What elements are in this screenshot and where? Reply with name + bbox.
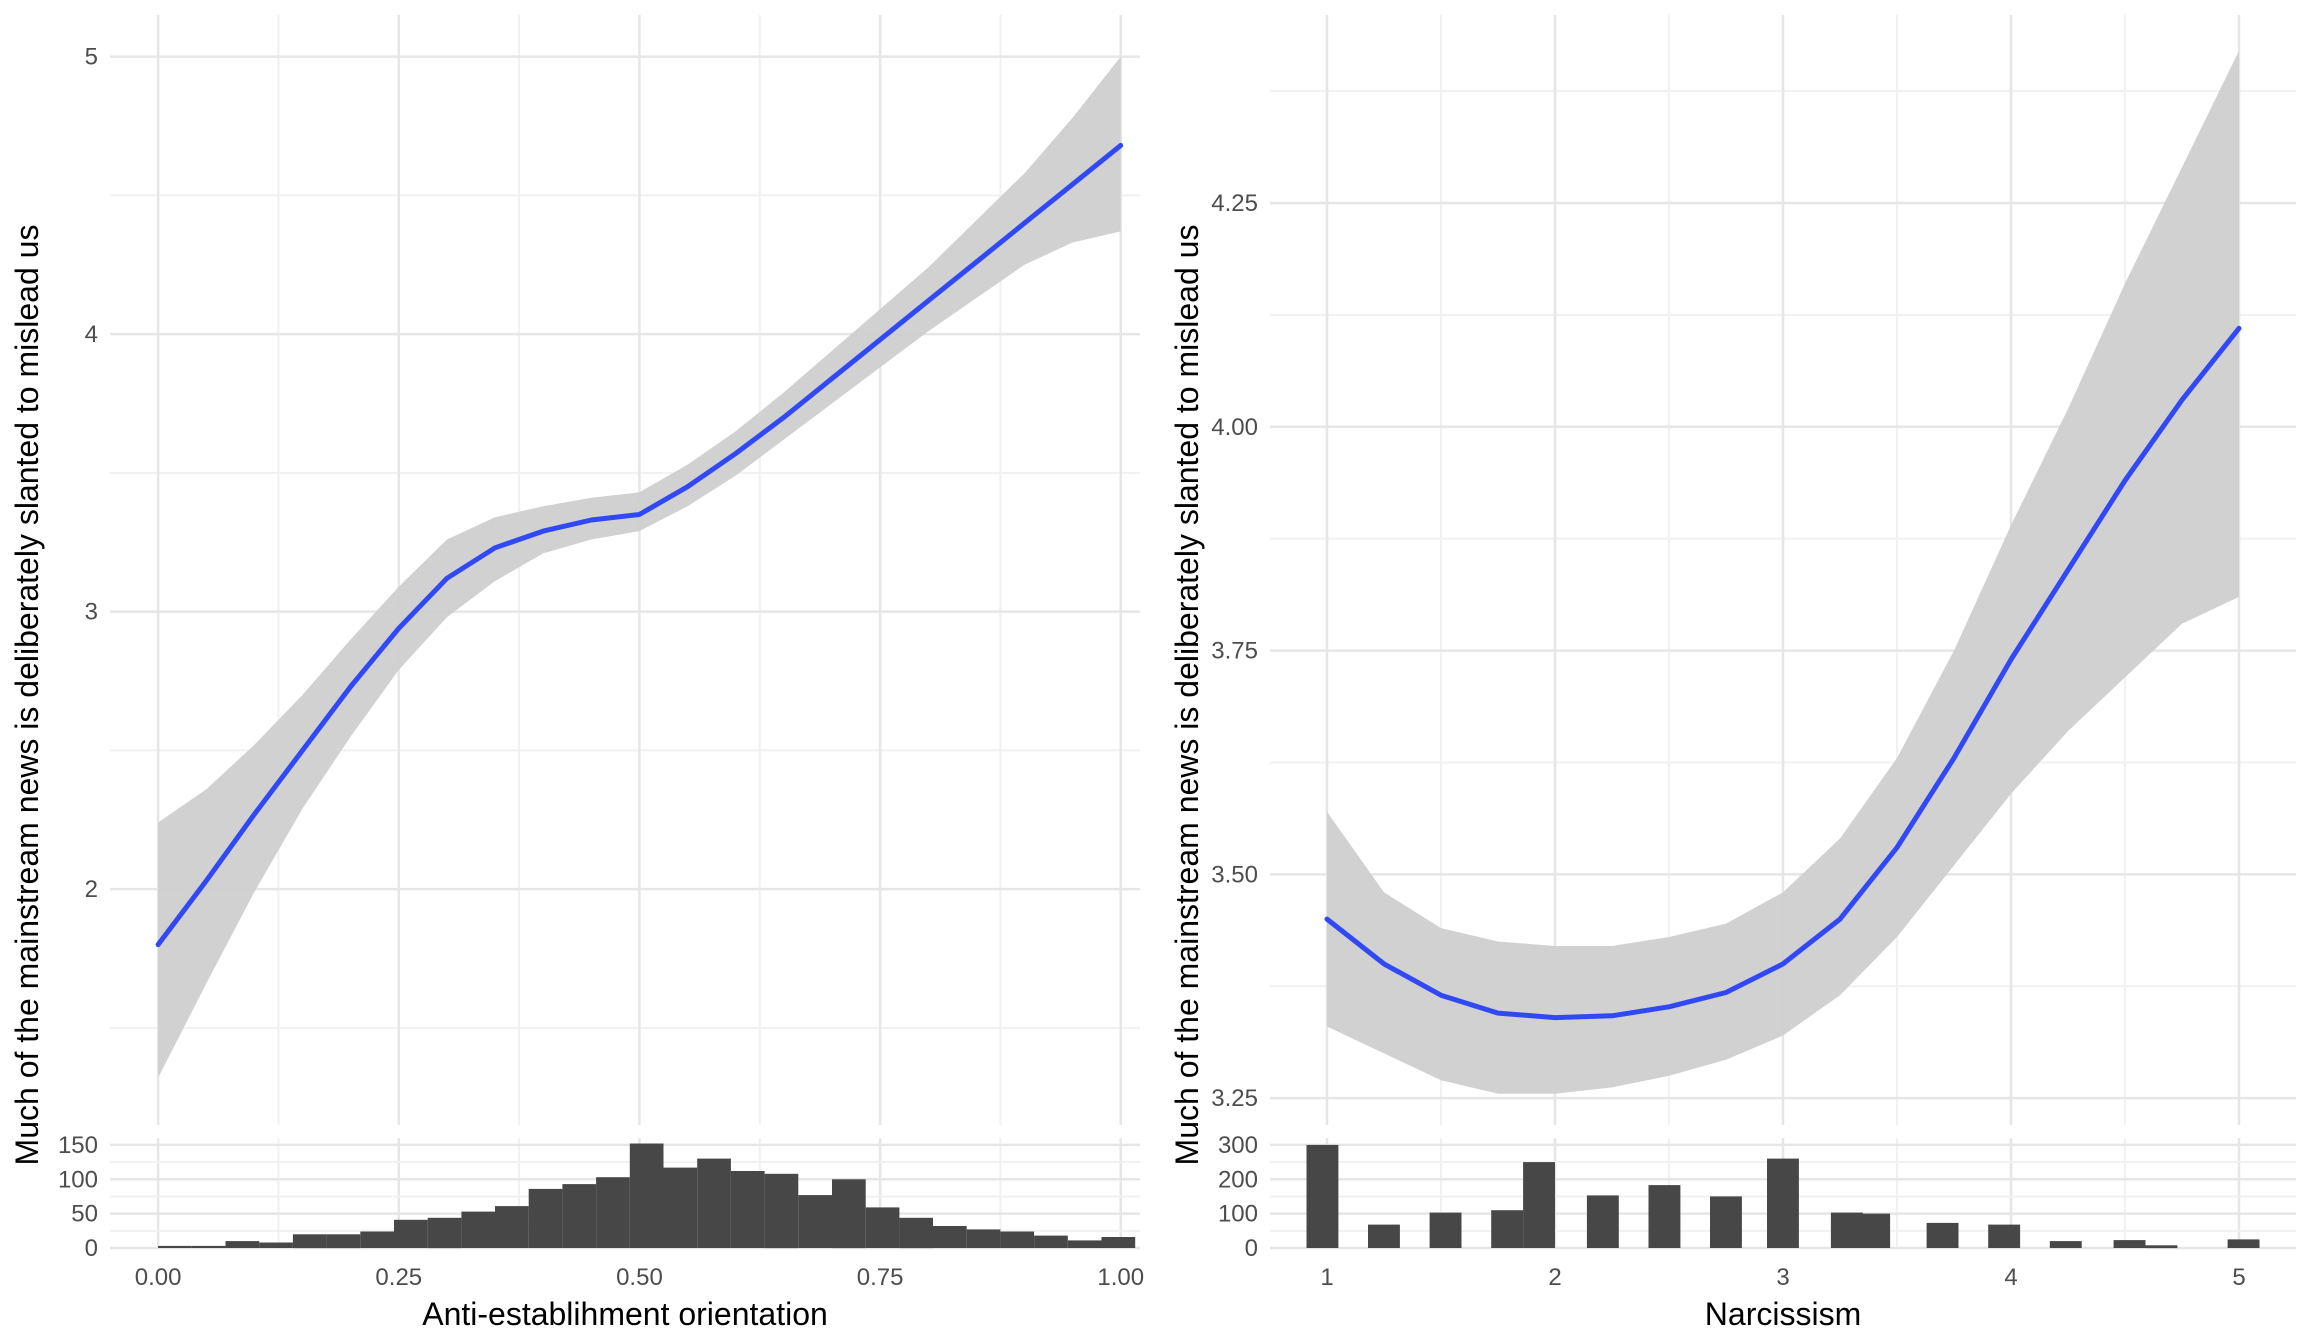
left-histogram-bar: [933, 1226, 967, 1248]
right-x-tick-label: 4: [2004, 1264, 2017, 1291]
left-histogram-bar: [697, 1158, 731, 1248]
left-x-tick-labels: 0.00 0.25 0.50 0.75 1.00: [135, 1264, 1144, 1291]
left-histogram-bar: [225, 1241, 260, 1248]
left-x-tick-label: 1.00: [1097, 1264, 1144, 1291]
right-histogram-bar: [1926, 1222, 1959, 1248]
left-histogram-bar: [798, 1195, 832, 1248]
left-x-tick-label: 0.75: [857, 1264, 904, 1291]
right-x-tick-label: 1: [1320, 1264, 1333, 1291]
left-histogram-bar: [1034, 1235, 1068, 1248]
left-panel: 2 3 4 5 0 50 100 150 0.00 0.25 0.50 0.75 1.00 Anti…: [9, 15, 1144, 1332]
left-y-tick-label: 3: [85, 599, 98, 626]
left-smooth-line: [155, 142, 1124, 948]
left-y-axis-title: Much of the mainstream news is deliberat…: [9, 225, 45, 1166]
left-histogram-bar: [528, 1188, 563, 1248]
left-histogram-bar: [461, 1211, 496, 1248]
left-histogram-bar: [326, 1234, 361, 1249]
right-histogram-bar: [1710, 1196, 1742, 1248]
right-x-tick-label: 5: [2232, 1264, 2245, 1291]
right-x-tick-label: 3: [1776, 1264, 1789, 1291]
left-hist-y-tick-label: 50: [71, 1201, 98, 1228]
right-histogram-bar: [1523, 1162, 1555, 1248]
right-histogram-bar: [1586, 1195, 1619, 1248]
left-y-tick-label: 4: [85, 321, 98, 348]
left-histogram-bar: [360, 1231, 394, 1248]
right-x-axis-title: Narcissism: [1705, 1296, 1861, 1332]
right-histogram-bar: [2227, 1239, 2260, 1248]
right-hist-y-tick-label: 200: [1218, 1166, 1258, 1193]
right-hist-y-tick-label: 300: [1218, 1132, 1258, 1159]
right-histogram-bar: [1988, 1224, 2021, 1248]
left-histogram-bar: [865, 1207, 900, 1248]
left-histogram-bar: [394, 1219, 428, 1248]
right-x-tick-label: 2: [1548, 1264, 1561, 1291]
right-histogram-bar: [1858, 1213, 1891, 1248]
left-x-tick-label: 0.25: [375, 1264, 422, 1291]
left-histogram-bar: [764, 1173, 799, 1249]
right-y-tick-labels: 3.25 3.50 3.75 4.00 4.25: [1211, 190, 1258, 1112]
left-histogram-bar: [1067, 1240, 1102, 1248]
right-hist-y-tick-labels: 0 100 200 300: [1218, 1132, 1258, 1262]
left-hist-y-tick-label: 150: [58, 1132, 98, 1159]
left-x-tick-label: 0.00: [135, 1264, 182, 1291]
right-y-tick-label: 3.75: [1211, 638, 1258, 665]
right-histogram-bar: [2049, 1241, 2082, 1248]
left-y-tick-label: 5: [85, 44, 98, 71]
left-histogram-bar: [899, 1217, 933, 1249]
left-histogram-bar: [259, 1242, 293, 1248]
right-histogram-bar: [1429, 1212, 1462, 1248]
left-histogram-bar: [562, 1184, 597, 1248]
left-main-grid: [110, 15, 1140, 1125]
left-histogram-bars: [158, 1143, 1136, 1249]
right-y-axis-title: Much of the mainstream news is deliberat…: [1169, 225, 1205, 1166]
left-histogram-bar: [292, 1234, 327, 1249]
left-hist-y-tick-labels: 0 50 100 150: [58, 1132, 98, 1262]
right-histogram-bar: [1648, 1185, 1681, 1248]
left-histogram-bar: [966, 1229, 1001, 1248]
left-histogram-bar: [1101, 1237, 1136, 1248]
right-y-tick-label: 4.00: [1211, 414, 1258, 441]
left-confidence-band: [158, 56, 1121, 1078]
right-y-tick-label: 3.50: [1211, 861, 1258, 888]
left-x-tick-label: 0.50: [616, 1264, 663, 1291]
right-confidence-band: [1327, 50, 2239, 1094]
right-hist-y-tick-label: 100: [1218, 1201, 1258, 1228]
left-histogram-bar: [191, 1245, 226, 1248]
right-histogram-bar: [1306, 1144, 1339, 1248]
left-histogram-bar: [495, 1206, 529, 1248]
right-histogram-bar: [2145, 1245, 2178, 1249]
right-histogram-bar: [2113, 1240, 2146, 1248]
left-histogram-bar: [596, 1177, 630, 1248]
left-x-axis-title: Anti-establihment orientation: [422, 1296, 828, 1332]
right-hist-y-tick-label: 0: [1245, 1235, 1258, 1262]
right-histogram-bars: [1306, 1144, 2260, 1249]
right-x-tick-labels: 1 2 3 4 5: [1320, 1264, 2245, 1291]
left-hist-y-tick-label: 100: [58, 1166, 98, 1193]
left-y-tick-label: 2: [85, 876, 98, 903]
right-histogram-bar: [1830, 1212, 1863, 1248]
left-y-tick-labels: 2 3 4 5: [85, 44, 98, 904]
left-histogram-bar: [427, 1217, 462, 1249]
left-histogram-bar: [730, 1171, 765, 1248]
right-histogram-bar: [1368, 1224, 1400, 1248]
right-y-tick-label: 4.25: [1211, 190, 1258, 217]
right-smooth-line: [1324, 325, 2242, 1021]
right-histogram-bar: [1767, 1158, 1799, 1248]
left-hist-y-tick-label: 0: [85, 1235, 98, 1262]
left-histogram-bar: [663, 1167, 698, 1248]
left-histogram-bar: [629, 1143, 664, 1248]
right-histogram-bar: [1491, 1210, 1524, 1248]
left-histogram-bar: [832, 1179, 866, 1249]
right-y-tick-label: 3.25: [1211, 1085, 1258, 1112]
left-histogram-bar: [1000, 1231, 1035, 1248]
right-panel: 3.25 3.50 3.75 4.00 4.25 0 100 200 300 1 2 3 4 5 Na…: [1169, 15, 2296, 1332]
left-histogram-bar: [158, 1245, 192, 1248]
